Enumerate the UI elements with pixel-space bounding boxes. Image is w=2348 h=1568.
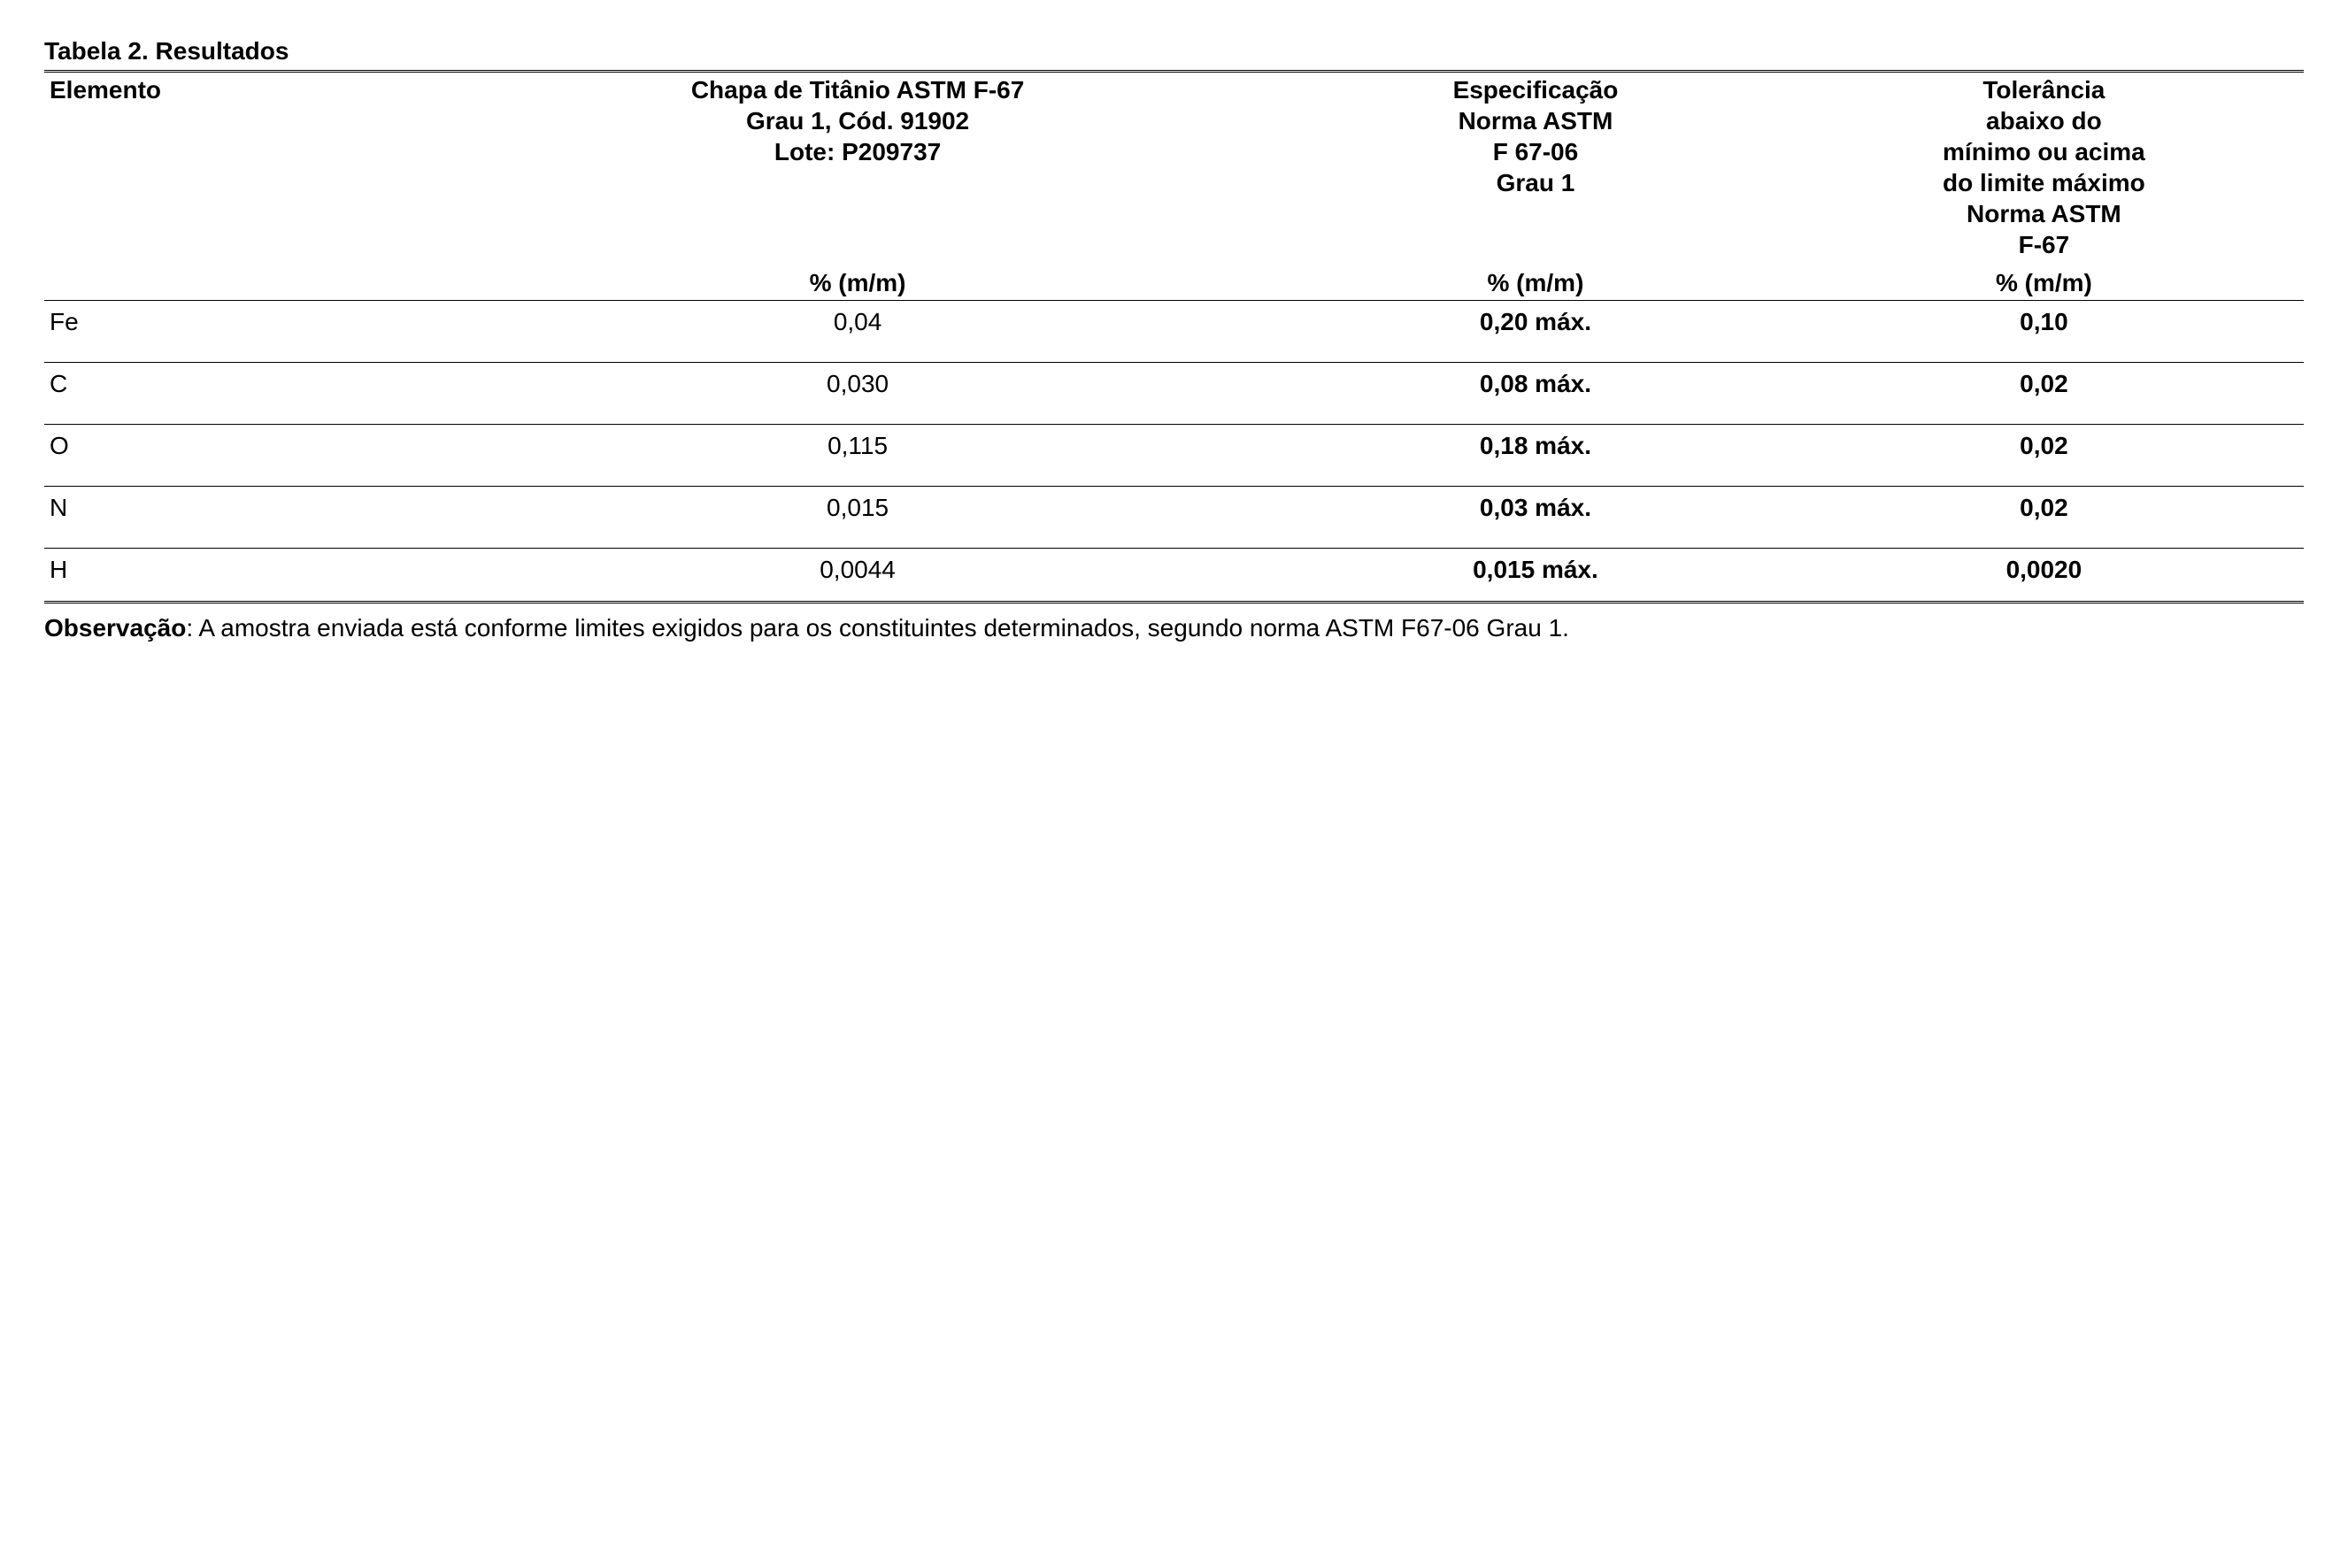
cell-tol: 0,02 (1784, 487, 2304, 549)
unit-c3: % (m/m) (1287, 262, 1784, 301)
note-text: : A amostra enviada está conforme limite… (186, 614, 1569, 642)
cell-tol: 0,02 (1784, 363, 2304, 425)
cell-element: N (44, 487, 428, 549)
cell-spec: 0,015 máx. (1287, 549, 1784, 603)
cell-measured: 0,015 (428, 487, 1287, 549)
cell-tol: 0,02 (1784, 425, 2304, 487)
col-header-element: Elemento (44, 72, 428, 263)
table-row: Fe 0,04 0,20 máx. 0,10 (44, 301, 2304, 363)
col-header-measured: Chapa de Titânio ASTM F-67Grau 1, Cód. 9… (428, 72, 1287, 263)
cell-measured: 0,0044 (428, 549, 1287, 603)
unit-c2: % (m/m) (428, 262, 1287, 301)
cell-spec: 0,18 máx. (1287, 425, 1784, 487)
cell-spec: 0,20 máx. (1287, 301, 1784, 363)
col-header-tol: Tolerânciaabaixo domínimo ou acimado lim… (1784, 72, 2304, 263)
cell-element: H (44, 549, 428, 603)
cell-measured: 0,030 (428, 363, 1287, 425)
observation-note: Observação: A amostra enviada está confo… (44, 612, 2304, 643)
cell-element: Fe (44, 301, 428, 363)
table-row: C 0,030 0,08 máx. 0,02 (44, 363, 2304, 425)
unit-c1 (44, 262, 428, 301)
table-row: O 0,115 0,18 máx. 0,02 (44, 425, 2304, 487)
table-row: H 0,0044 0,015 máx. 0,0020 (44, 549, 2304, 603)
results-table: Elemento Chapa de Titânio ASTM F-67Grau … (44, 70, 2304, 603)
note-label: Observação (44, 614, 186, 642)
cell-tol: 0,0020 (1784, 549, 2304, 603)
cell-element: O (44, 425, 428, 487)
cell-spec: 0,08 máx. (1287, 363, 1784, 425)
table-row: N 0,015 0,03 máx. 0,02 (44, 487, 2304, 549)
unit-c4: % (m/m) (1784, 262, 2304, 301)
table-caption: Tabela 2. Resultados (44, 35, 2304, 66)
cell-spec: 0,03 máx. (1287, 487, 1784, 549)
col-header-spec: EspecificaçãoNorma ASTMF 67-06Grau 1 (1287, 72, 1784, 263)
cell-measured: 0,115 (428, 425, 1287, 487)
cell-measured: 0,04 (428, 301, 1287, 363)
cell-element: C (44, 363, 428, 425)
cell-tol: 0,10 (1784, 301, 2304, 363)
